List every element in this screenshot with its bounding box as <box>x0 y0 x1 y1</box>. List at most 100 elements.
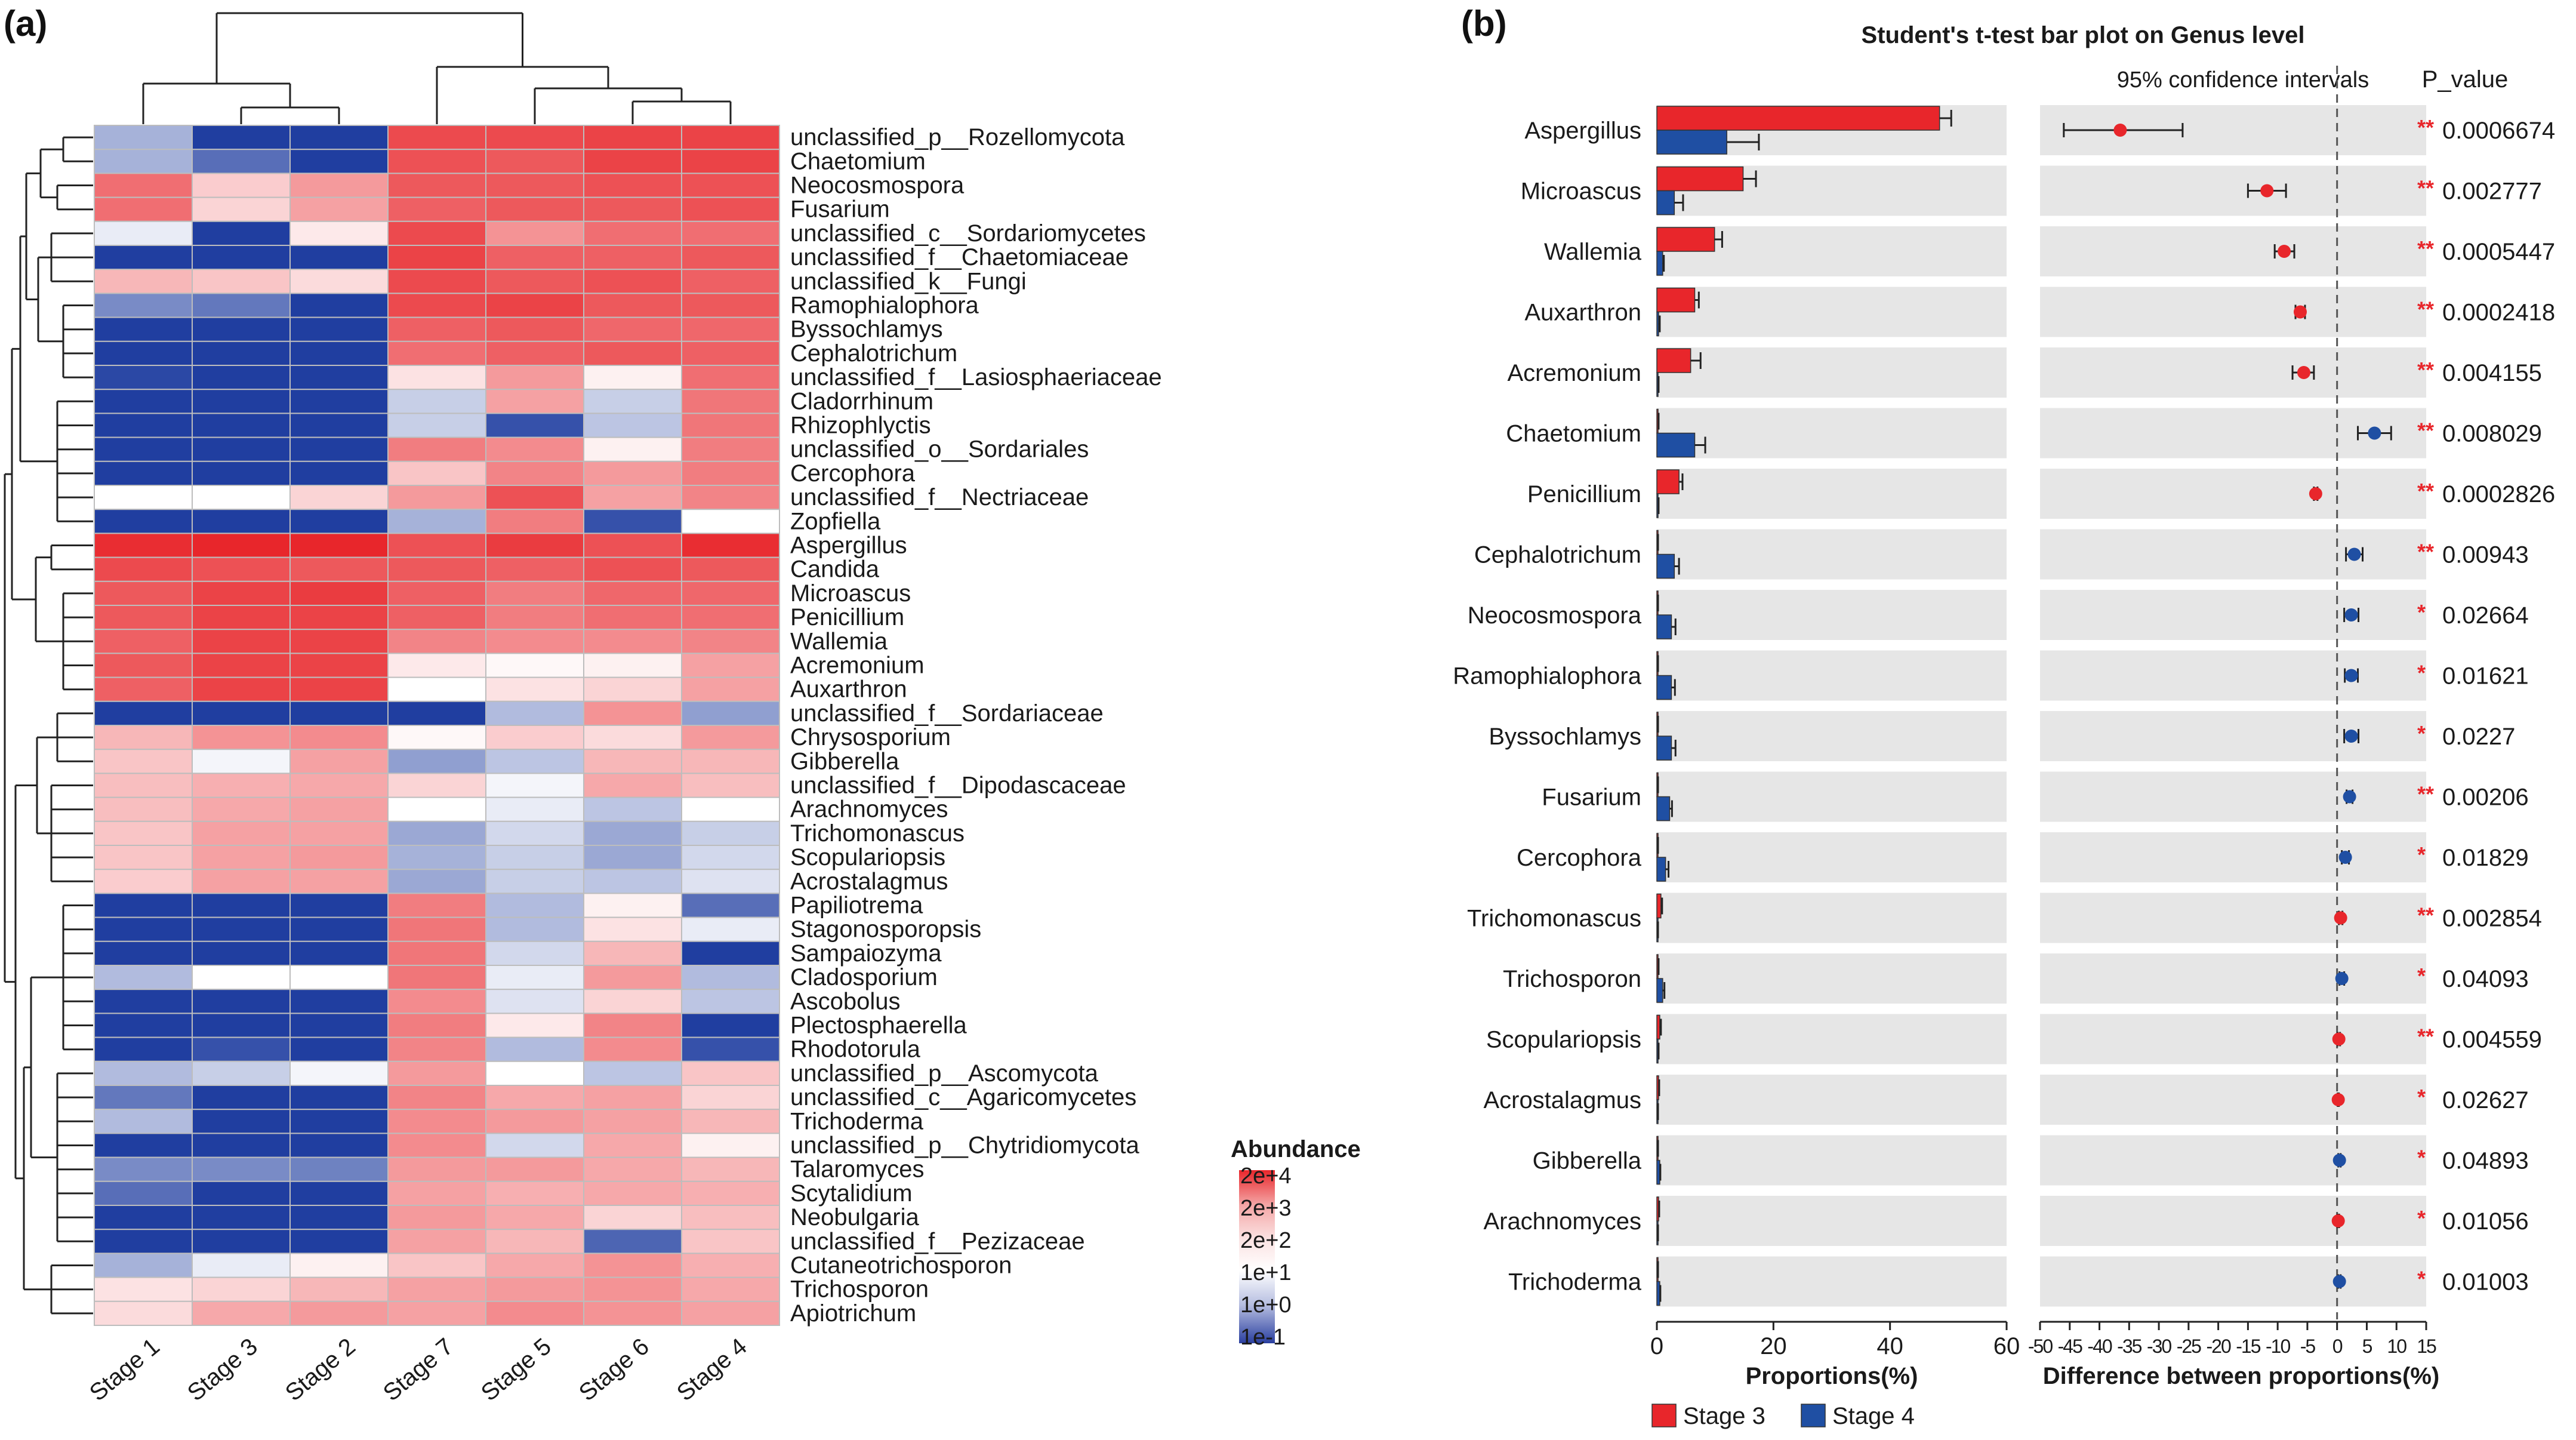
heatmap-cell <box>289 700 389 727</box>
heatmap-cell <box>94 845 193 870</box>
p-value-list: ** 0.0006674** 0.002777** 0.0005447** 0.0002… <box>2417 115 2555 1296</box>
heatmap-row-label: Rhizophlyctis <box>790 413 931 439</box>
heatmap-row-label: Plectosphaerella <box>790 1013 967 1039</box>
difference-point <box>2334 911 2347 925</box>
heatmap-cell <box>485 1276 584 1302</box>
heatmap-cell <box>583 1133 682 1158</box>
heatmap-cell <box>192 293 291 318</box>
heatmap-cell <box>94 773 193 798</box>
ci-row-background <box>2040 469 2426 519</box>
heatmap-cell <box>192 893 291 918</box>
bar-row-background <box>1657 1135 2007 1186</box>
heatmap-cell <box>681 893 780 918</box>
significance-stars: * <box>2417 1085 2426 1109</box>
heatmap-cell <box>681 845 780 870</box>
heatmap-cell <box>387 196 486 222</box>
heatmap-cell <box>681 629 780 654</box>
heatmap-row-label: Rhodotorula <box>790 1036 921 1063</box>
heatmap-cell <box>192 749 291 774</box>
heatmap-cell <box>387 845 486 870</box>
difference-tick-label: -10 <box>2266 1336 2290 1357</box>
heatmap-row-label: Trichoderma <box>790 1108 924 1134</box>
heatmap-cell <box>583 629 682 654</box>
heatmap-cell <box>94 605 193 630</box>
legend-tick-label: 1e+1 <box>1240 1260 1292 1285</box>
heatmap-cell <box>485 1229 584 1254</box>
heatmap-cell <box>583 869 682 894</box>
heatmap-cell <box>289 796 389 822</box>
heatmap-cell <box>94 196 193 222</box>
heatmap-cell <box>94 220 193 246</box>
heatmap-cell <box>387 1036 486 1062</box>
heatmap-column-label: Stage 7 <box>378 1333 458 1406</box>
heatmap-cell <box>192 796 291 822</box>
heatmap-row-label: unclassified_f__Dipodascaceae <box>790 773 1126 799</box>
heatmap-row-label: Trichomonascus <box>790 820 965 847</box>
heatmap-cell <box>387 125 486 150</box>
genus-label: Gibberella <box>1533 1148 1642 1174</box>
heatmap-cell <box>583 605 682 630</box>
heatmap-cell <box>681 1036 780 1062</box>
legend-tick-label: 2e+2 <box>1240 1228 1292 1253</box>
heatmap-cell <box>94 293 193 318</box>
heatmap-cell <box>192 149 291 174</box>
heatmap-cell <box>387 365 486 390</box>
significance-stars: * <box>2417 1146 2426 1170</box>
heatmap-cell <box>192 845 291 870</box>
difference-tick-label: -5 <box>2300 1336 2316 1357</box>
heatmap-cell <box>681 1013 780 1038</box>
heatmap-cell <box>289 749 389 774</box>
heatmap-cell <box>485 580 584 606</box>
difference-point <box>2331 1093 2345 1106</box>
heatmap-cell <box>387 1205 486 1230</box>
heatmap-cell <box>94 676 193 702</box>
heatmap-cell <box>583 820 682 847</box>
heatmap-cell <box>387 1253 486 1278</box>
ci-row-background <box>2040 1196 2426 1246</box>
heatmap-cell <box>289 1253 389 1278</box>
heatmap-cell <box>485 460 584 486</box>
heatmap-cell <box>485 629 584 654</box>
heatmap-row-label: Acremonium <box>790 653 925 679</box>
difference-point <box>2343 790 2356 804</box>
heatmap-cell <box>583 965 682 990</box>
heatmap-row-label: Ascobolus <box>790 988 901 1014</box>
heatmap-cell <box>94 389 193 414</box>
heatmap-cell <box>485 940 584 967</box>
significance-stars: * <box>2417 721 2426 746</box>
heatmap-cell <box>485 605 584 630</box>
heatmap-cell <box>485 533 584 558</box>
significance-stars: * <box>2417 1206 2426 1230</box>
p-value: 0.0002826 <box>2442 481 2555 507</box>
bar-stage3 <box>1656 227 1715 252</box>
bar-stage4 <box>1656 432 1696 458</box>
heatmap-cell <box>485 845 584 870</box>
heatmap-cell <box>289 1013 389 1038</box>
heatmap-cell <box>485 389 584 414</box>
heatmap-row-label: Wallemia <box>790 628 888 654</box>
heatmap-cell <box>192 1133 291 1158</box>
heatmap-cell <box>387 629 486 654</box>
heatmap-cell <box>681 245 780 270</box>
heatmap-cell <box>387 1276 486 1302</box>
heatmap-cell <box>289 940 389 967</box>
heatmap-cell <box>485 245 584 270</box>
heatmap-cell <box>94 989 193 1014</box>
bar-stage3 <box>1656 348 1691 373</box>
bar-row-background <box>1657 590 2007 640</box>
heatmap-cell <box>289 149 389 174</box>
heatmap-cell <box>94 460 193 486</box>
heatmap-cell <box>387 676 486 702</box>
heatmap-column-label: Stage 3 <box>183 1333 263 1406</box>
heatmap-cell <box>485 1036 584 1062</box>
difference-tick-label: -15 <box>2236 1336 2260 1357</box>
heatmap-cell <box>94 1180 193 1207</box>
heatmap-cell <box>583 485 682 510</box>
significance-stars: ** <box>2417 419 2434 443</box>
heatmap-cell <box>94 125 193 150</box>
heatmap-row-label: Microascus <box>790 580 911 607</box>
heatmap-row-label: Cutaneotrichosporon <box>790 1253 1012 1279</box>
ci-row-background <box>2040 953 2426 1004</box>
heatmap-row-label: Trichosporon <box>790 1276 929 1303</box>
heatmap-cell <box>289 1156 389 1182</box>
